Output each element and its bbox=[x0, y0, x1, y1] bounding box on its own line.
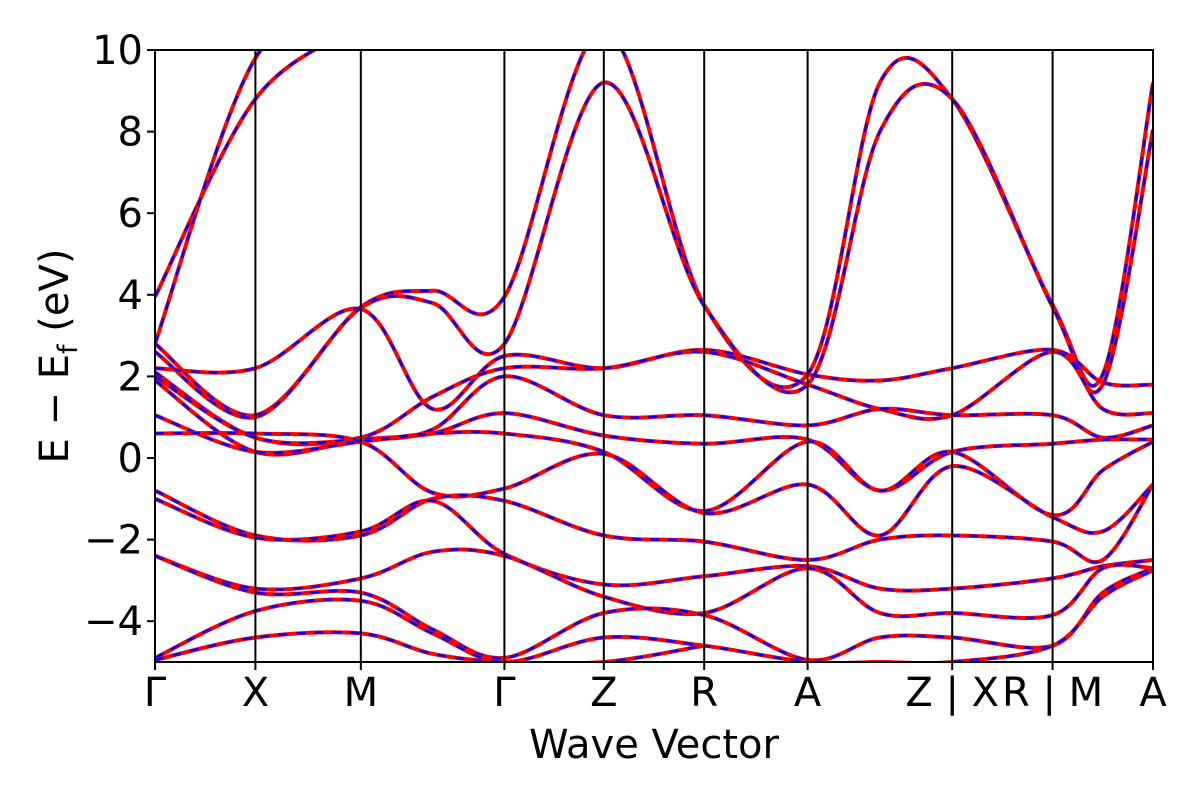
x-tick-label: Z | X bbox=[905, 670, 999, 716]
y-tick-label: −2 bbox=[84, 518, 143, 564]
x-tick-label: A bbox=[1139, 670, 1167, 716]
x-tick-label: Γ bbox=[144, 670, 167, 716]
band-line-dashed bbox=[155, 497, 1153, 592]
y-tick-label: 10 bbox=[92, 28, 143, 74]
x-tick-label: A bbox=[794, 670, 822, 716]
band-line bbox=[155, 349, 1153, 447]
band-line bbox=[155, 413, 1153, 518]
x-tick-label: Γ bbox=[493, 670, 516, 716]
band-line bbox=[155, 50, 319, 298]
x-tick-label: R bbox=[690, 670, 718, 716]
x-tick-label: X bbox=[242, 670, 269, 716]
x-tick-label: M bbox=[344, 670, 379, 716]
band-line-dashed bbox=[155, 350, 1153, 446]
kpoint-divider-lines bbox=[254, 50, 1054, 662]
band-line-dashed bbox=[155, 81, 1153, 419]
y-tick-label: 0 bbox=[118, 436, 143, 482]
band-line-dashed bbox=[155, 414, 1153, 517]
band-line-dashed bbox=[155, 569, 1153, 662]
y-axis-ticks: −4 −2 0 2 4 6 8 10 bbox=[84, 28, 155, 645]
band-line-dashed bbox=[155, 50, 317, 298]
y-axis-title: E − Ef (eV) bbox=[32, 249, 84, 464]
x-tick-label: Z bbox=[590, 670, 617, 716]
band-line-dashed bbox=[155, 431, 1153, 537]
y-tick-label: 6 bbox=[118, 191, 143, 237]
band-line-dashed bbox=[155, 483, 1153, 564]
band-line bbox=[155, 496, 1153, 593]
y-tick-label: 2 bbox=[118, 354, 143, 400]
band-line-dashed bbox=[155, 307, 1153, 411]
y-tick-label: 8 bbox=[118, 110, 143, 156]
y-tick-label: −4 bbox=[84, 599, 143, 645]
band-line bbox=[155, 483, 1153, 565]
y-axis-title-subscript: f bbox=[53, 343, 84, 354]
band-line-dashed bbox=[155, 50, 263, 345]
band-line bbox=[155, 554, 1153, 662]
y-axis-title-unit: (eV) bbox=[32, 249, 78, 345]
x-axis-title: Wave Vector bbox=[529, 722, 780, 768]
band-line bbox=[155, 80, 1153, 420]
plot-frame bbox=[154, 49, 1154, 663]
x-tick-label: R | M bbox=[1002, 670, 1103, 716]
y-tick-label: 4 bbox=[118, 273, 143, 319]
y-axis-title-main: E − E bbox=[32, 354, 78, 464]
band-line-dashed bbox=[155, 375, 1153, 445]
bands-layer bbox=[155, 50, 1153, 662]
